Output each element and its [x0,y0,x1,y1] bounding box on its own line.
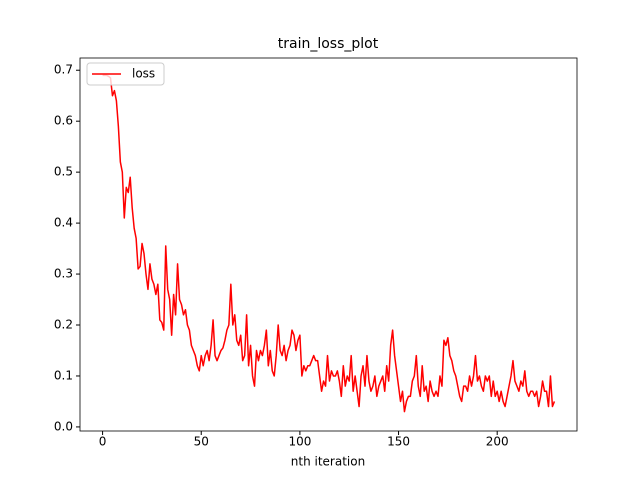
x-tick-label: 50 [194,435,209,449]
y-tick-label: 0.0 [54,419,73,433]
y-tick-label: 0.3 [54,267,73,281]
loss-line [102,74,556,413]
x-axis-label: nth iteration [291,455,365,469]
y-tick-label: 0.2 [54,318,73,332]
y-tick-label: 0.1 [54,368,73,382]
plot-frame [79,57,578,432]
chart-title: train_loss_plot [278,36,379,52]
legend-label: loss [132,67,155,81]
x-tick-label: 150 [387,435,410,449]
y-tick-label: 0.7 [54,63,73,77]
legend-box [86,62,165,86]
x-tick-label: 200 [486,435,509,449]
y-tick-label: 0.5 [54,165,73,179]
x-tick-label: 0 [99,435,107,449]
y-tick-label: 0.6 [54,114,73,128]
y-tick-label: 0.4 [54,216,73,230]
x-tick-label: 100 [288,435,311,449]
